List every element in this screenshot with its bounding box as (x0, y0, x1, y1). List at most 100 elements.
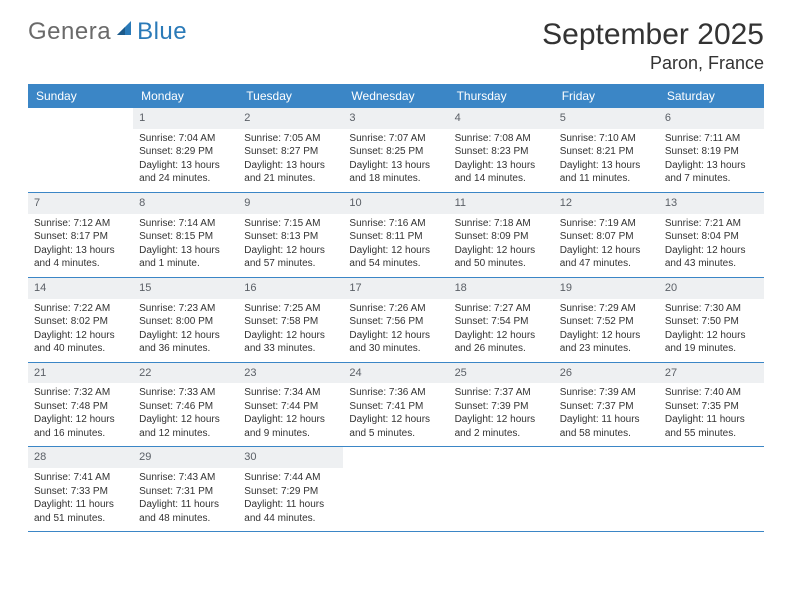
calendar-week: 21Sunrise: 7:32 AMSunset: 7:48 PMDayligh… (28, 363, 764, 448)
title-block: September 2025 Paron, France (542, 18, 764, 74)
day-number: 11 (449, 193, 554, 214)
sunset-line: Sunset: 8:17 PM (34, 230, 127, 244)
calendar-cell: 21Sunrise: 7:32 AMSunset: 7:48 PMDayligh… (28, 363, 133, 447)
logo-text-left: Genera (28, 18, 111, 46)
sunset-line: Sunset: 8:23 PM (455, 145, 548, 159)
daylight-line: Daylight: 12 hours and 23 minutes. (560, 329, 653, 356)
calendar-cell: 7Sunrise: 7:12 AMSunset: 8:17 PMDaylight… (28, 193, 133, 277)
daylight-line: Daylight: 13 hours and 24 minutes. (139, 159, 232, 186)
day-number: 5 (554, 108, 659, 129)
daylight-line: Daylight: 12 hours and 50 minutes. (455, 244, 548, 271)
calendar-cell (28, 108, 133, 192)
sunrise-line: Sunrise: 7:21 AM (665, 217, 758, 231)
day-number: 17 (343, 278, 448, 299)
calendar-week: 7Sunrise: 7:12 AMSunset: 8:17 PMDaylight… (28, 193, 764, 278)
day-number: 1 (133, 108, 238, 129)
daylight-line: Daylight: 11 hours and 58 minutes. (560, 413, 653, 440)
calendar-cell: 5 Sunrise: 7:10 AMSunset: 8:21 PMDaylight… (554, 108, 659, 192)
sunset-line: Sunset: 7:31 PM (139, 485, 232, 499)
calendar-cell: 10Sunrise: 7:16 AMSunset: 8:11 PMDayligh… (343, 193, 448, 277)
daylight-line: Daylight: 12 hours and 33 minutes. (244, 329, 337, 356)
weekday-header: Sunday Monday Tuesday Wednesday Thursday… (28, 84, 764, 108)
logo: GeneraBlue (28, 18, 187, 46)
sunrise-line: Sunrise: 7:23 AM (139, 302, 232, 316)
weekday-sat: Saturday (659, 84, 764, 108)
daylight-line: Daylight: 12 hours and 5 minutes. (349, 413, 442, 440)
calendar-cell: 25Sunrise: 7:37 AMSunset: 7:39 PMDayligh… (449, 363, 554, 447)
calendar-cell: 13Sunrise: 7:21 AMSunset: 8:04 PMDayligh… (659, 193, 764, 277)
daylight-line: Daylight: 12 hours and 30 minutes. (349, 329, 442, 356)
daylight-line: Daylight: 13 hours and 18 minutes. (349, 159, 442, 186)
calendar-week: 14Sunrise: 7:22 AMSunset: 8:02 PMDayligh… (28, 278, 764, 363)
daylight-line: Daylight: 12 hours and 16 minutes. (34, 413, 127, 440)
weekday-thu: Thursday (449, 84, 554, 108)
calendar-cell: 22 Sunrise: 7:33 AMSunset: 7:46 PMDayligh… (133, 363, 238, 447)
daylight-line: Daylight: 13 hours and 4 minutes. (34, 244, 127, 271)
sunrise-line: Sunrise: 7:10 AM (560, 132, 653, 146)
sunset-line: Sunset: 7:56 PM (349, 315, 442, 329)
day-number: 8 (133, 193, 238, 214)
sunrise-line: Sunrise: 7:26 AM (349, 302, 442, 316)
day-number: 4 (449, 108, 554, 129)
sunset-line: Sunset: 8:27 PM (244, 145, 337, 159)
daylight-line: Daylight: 12 hours and 26 minutes. (455, 329, 548, 356)
calendar-cell: 6Sunrise: 7:11 AMSunset: 8:19 PMDaylight… (659, 108, 764, 192)
sunrise-line: Sunrise: 7:40 AM (665, 386, 758, 400)
sunset-line: Sunset: 7:50 PM (665, 315, 758, 329)
sunrise-line: Sunrise: 7:44 AM (244, 471, 337, 485)
day-number: 25 (449, 363, 554, 384)
daylight-line: Daylight: 12 hours and 12 minutes. (139, 413, 232, 440)
calendar-cell: 3Sunrise: 7:07 AMSunset: 8:25 PMDaylight… (343, 108, 448, 192)
sunrise-line: Sunrise: 7:37 AM (455, 386, 548, 400)
sunrise-line: Sunrise: 7:12 AM (34, 217, 127, 231)
day-number: 23 (238, 363, 343, 384)
weekday-mon: Monday (133, 84, 238, 108)
sunrise-line: Sunrise: 7:27 AM (455, 302, 548, 316)
calendar-cell: 23Sunrise: 7:34 AMSunset: 7:44 PMDayligh… (238, 363, 343, 447)
calendar-cell: 4Sunrise: 7:08 AMSunset: 8:23 PMDaylight… (449, 108, 554, 192)
day-number: 24 (343, 363, 448, 384)
calendar-cell: 9Sunrise: 7:15 AMSunset: 8:13 PMDaylight… (238, 193, 343, 277)
month-title: September 2025 (542, 18, 764, 51)
calendar-cell (449, 447, 554, 531)
day-number: 21 (28, 363, 133, 384)
calendar-cell (659, 447, 764, 531)
sunrise-line: Sunrise: 7:18 AM (455, 217, 548, 231)
sunset-line: Sunset: 8:15 PM (139, 230, 232, 244)
sunset-line: Sunset: 8:02 PM (34, 315, 127, 329)
day-number: 16 (238, 278, 343, 299)
sunrise-line: Sunrise: 7:33 AM (139, 386, 232, 400)
sunset-line: Sunset: 8:09 PM (455, 230, 548, 244)
day-number: 22 (133, 363, 238, 384)
day-number: 19 (554, 278, 659, 299)
calendar-week: 1Sunrise: 7:04 AMSunset: 8:29 PMDaylight… (28, 108, 764, 193)
daylight-line: Daylight: 13 hours and 7 minutes. (665, 159, 758, 186)
sunrise-line: Sunrise: 7:11 AM (665, 132, 758, 146)
sunset-line: Sunset: 7:29 PM (244, 485, 337, 499)
daylight-line: Daylight: 11 hours and 51 minutes. (34, 498, 127, 525)
sunset-line: Sunset: 7:41 PM (349, 400, 442, 414)
daylight-line: Daylight: 12 hours and 54 minutes. (349, 244, 442, 271)
sunrise-line: Sunrise: 7:34 AM (244, 386, 337, 400)
day-number: 12 (554, 193, 659, 214)
sunset-line: Sunset: 8:29 PM (139, 145, 232, 159)
sunset-line: Sunset: 7:46 PM (139, 400, 232, 414)
sunset-line: Sunset: 7:37 PM (560, 400, 653, 414)
sunrise-line: Sunrise: 7:22 AM (34, 302, 127, 316)
sunrise-line: Sunrise: 7:25 AM (244, 302, 337, 316)
daylight-line: Daylight: 12 hours and 47 minutes. (560, 244, 653, 271)
daylight-line: Daylight: 12 hours and 19 minutes. (665, 329, 758, 356)
daylight-line: Daylight: 13 hours and 11 minutes. (560, 159, 653, 186)
sunrise-line: Sunrise: 7:07 AM (349, 132, 442, 146)
calendar-cell (343, 447, 448, 531)
day-number: 6 (659, 108, 764, 129)
sunset-line: Sunset: 7:35 PM (665, 400, 758, 414)
calendar-cell: 11 Sunrise: 7:18 AMSunset: 8:09 PMDayligh… (449, 193, 554, 277)
sunset-line: Sunset: 8:21 PM (560, 145, 653, 159)
sunset-line: Sunset: 7:54 PM (455, 315, 548, 329)
sunrise-line: Sunrise: 7:08 AM (455, 132, 548, 146)
sunrise-line: Sunrise: 7:41 AM (34, 471, 127, 485)
sunrise-line: Sunrise: 7:29 AM (560, 302, 653, 316)
weekday-sun: Sunday (28, 84, 133, 108)
daylight-line: Daylight: 12 hours and 36 minutes. (139, 329, 232, 356)
